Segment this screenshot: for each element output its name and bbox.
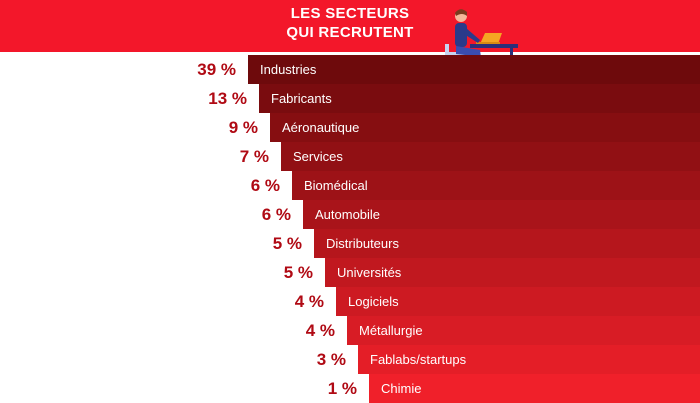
bar: [303, 200, 700, 229]
category-label: Logiciels: [348, 294, 399, 309]
percent-label: 4 %: [305, 321, 335, 340]
page-title: LES SECTEURS QUI RECRUTENT: [250, 4, 450, 42]
bar: [325, 258, 700, 287]
category-label: Services: [293, 149, 343, 164]
category-label: Automobile: [315, 207, 381, 222]
percent-label: 39 %: [197, 60, 236, 79]
bar-row: 13 % Fabricants: [0, 84, 700, 113]
category-label: Industries: [260, 62, 317, 77]
bar-row: 9 % Aéronautique: [0, 113, 700, 142]
percent-label: 6 %: [261, 205, 291, 224]
bar-row: 7 % Services: [0, 142, 700, 171]
percent-label: 5 %: [283, 263, 313, 282]
percent-label: 1 %: [327, 379, 357, 398]
category-label: Chimie: [381, 381, 422, 396]
percent-label: 4 %: [294, 292, 324, 311]
bar: [270, 113, 700, 142]
bar-row: 3 % Fablabs/startups: [0, 345, 700, 374]
bar: [336, 287, 700, 316]
category-label: Biomédical: [304, 178, 368, 193]
category-label: Universités: [337, 265, 402, 280]
bar: [314, 229, 700, 258]
bar: [347, 316, 700, 345]
percent-label: 7 %: [239, 147, 269, 166]
title-line-2: QUI RECRUTENT: [286, 24, 414, 41]
percent-label: 3 %: [316, 350, 346, 369]
bar: [248, 55, 700, 84]
percent-label: 9 %: [228, 118, 258, 137]
chart-rows: 39 % Industries 13 % Fabricants 9 % Aéronauti…: [0, 55, 700, 403]
percent-label: 13 %: [208, 89, 247, 108]
category-label: Métallurgie: [359, 323, 423, 338]
bar-row: 5 % Universités: [0, 258, 700, 287]
bar-row: 6 % Automobile: [0, 200, 700, 229]
percent-label: 6 %: [250, 176, 280, 195]
bar-row: 5 % Distributeurs: [0, 229, 700, 258]
bar: [292, 171, 700, 200]
bar-row: 4 % Métallurgie: [0, 316, 700, 345]
percent-label: 5 %: [272, 234, 302, 253]
bar-row: 4 % Logiciels: [0, 287, 700, 316]
bar-row: 1 % Chimie: [0, 374, 700, 403]
bar: [369, 374, 700, 403]
category-label: Fablabs/startups: [370, 352, 467, 367]
category-label: Distributeurs: [326, 236, 399, 251]
bar-row: 39 % Industries: [0, 55, 700, 84]
title-line-1: LES SECTEURS: [290, 5, 410, 22]
bar-row: 6 % Biomédical: [0, 171, 700, 200]
bar: [281, 142, 700, 171]
bar: [259, 84, 700, 113]
category-label: Fabricants: [271, 91, 332, 106]
bar: [358, 345, 700, 374]
category-label: Aéronautique: [282, 120, 360, 135]
header-banner: [0, 0, 700, 52]
